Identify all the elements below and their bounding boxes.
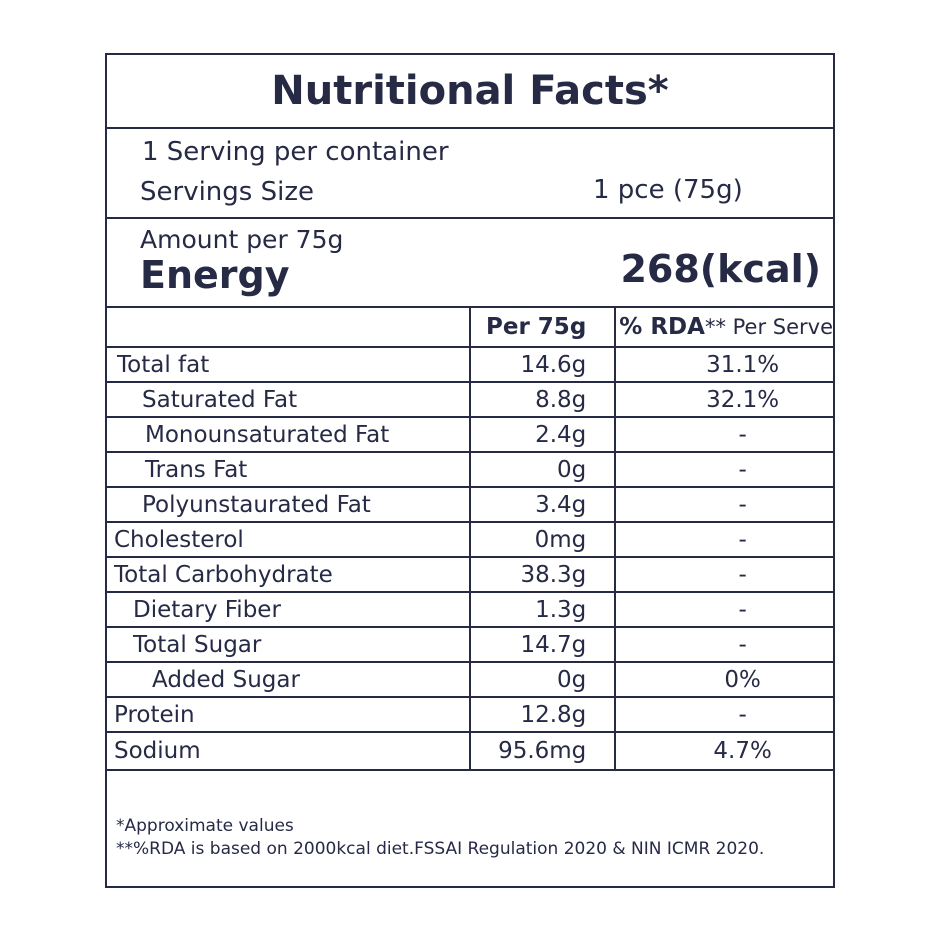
title-row: Nutritional Facts*: [107, 55, 833, 129]
table-row: Monounsaturated Fat 2.4g -: [107, 416, 833, 453]
nutrient-name: Polyunstaurated Fat: [107, 486, 471, 523]
nutrient-rda: -: [614, 521, 833, 558]
nutrient-rda: -: [614, 591, 833, 628]
header-nutrient: [107, 308, 471, 348]
nutrient-amount: 0g: [468, 451, 617, 488]
nutrient-rda: -: [614, 451, 833, 488]
nutrient-amount: 2.4g: [468, 416, 617, 453]
nutrient-name: Total Sugar: [107, 626, 471, 663]
table-row: Dietary Fiber 1.3g -: [107, 591, 833, 628]
serving-size-value: 1 pce (75g): [593, 175, 743, 205]
table-header-row: Per 75g % RDA** Per Serve: [107, 308, 833, 348]
table-row: Saturated Fat 8.8g 32.1%: [107, 381, 833, 418]
header-rda-rest: Per Serve: [725, 315, 833, 339]
serving-size-label: Servings Size: [140, 177, 314, 207]
nutrient-rda: -: [614, 416, 833, 453]
footnotes: *Approximate values **%RDA is based on 2…: [116, 815, 764, 861]
nutrition-facts-panel: Nutritional Facts* 1 Serving per contain…: [105, 53, 835, 888]
serving-section: 1 Serving per container Servings Size 1 …: [107, 129, 833, 219]
nutrient-name: Added Sugar: [107, 661, 471, 698]
nutrient-amount: 8.8g: [468, 381, 617, 418]
table-row: Total Carbohydrate 38.3g -: [107, 556, 833, 593]
header-rda-bold: % RDA: [619, 314, 705, 340]
table-row: Added Sugar 0g 0%: [107, 661, 833, 698]
energy-value: 268(kcal): [620, 247, 821, 291]
nutrient-rda: -: [614, 626, 833, 663]
nutrient-name: Protein: [107, 696, 471, 733]
servings-per-container: 1 Serving per container: [142, 137, 449, 167]
nutrient-amount: 95.6mg: [468, 731, 617, 771]
nutrient-name: Total Carbohydrate: [107, 556, 471, 593]
footnote-approximate: *Approximate values: [116, 816, 294, 836]
nutrient-amount: 1.3g: [468, 591, 617, 628]
header-per-75g: Per 75g: [468, 308, 617, 348]
table-row: Protein 12.8g -: [107, 696, 833, 733]
nutrient-rda: -: [614, 556, 833, 593]
nutrient-name: Saturated Fat: [107, 381, 471, 418]
nutrient-name: Sodium: [107, 731, 471, 771]
nutrient-amount: 0g: [468, 661, 617, 698]
table-row: Total fat 14.6g 31.1%: [107, 346, 833, 383]
table-row: Cholesterol 0mg -: [107, 521, 833, 558]
footnote-rda: **%RDA is based on 2000kcal diet.FSSAI R…: [116, 839, 765, 859]
nutrient-rda: -: [614, 696, 833, 733]
table-row: Sodium 95.6mg 4.7%: [107, 731, 833, 771]
nutrient-rda: 4.7%: [614, 731, 833, 771]
nutrient-amount: 0mg: [468, 521, 617, 558]
energy-section: Amount per 75g Energy 268(kcal): [107, 219, 833, 308]
energy-label: Energy: [140, 253, 290, 297]
table-row: Trans Fat 0g -: [107, 451, 833, 488]
header-rda: % RDA** Per Serve: [614, 308, 833, 348]
table-row: Polyunstaurated Fat 3.4g -: [107, 486, 833, 523]
nutrient-name: Cholesterol: [107, 521, 471, 558]
header-rda-stars: **: [704, 315, 726, 339]
nutrient-amount: 3.4g: [468, 486, 617, 523]
nutrient-rda: 0%: [614, 661, 833, 698]
nutrient-rda: 31.1%: [614, 346, 833, 383]
nutrient-amount: 38.3g: [468, 556, 617, 593]
page-title: Nutritional Facts*: [271, 68, 669, 114]
nutrient-rda: -: [614, 486, 833, 523]
nutrient-amount: 14.7g: [468, 626, 617, 663]
nutrient-name: Dietary Fiber: [107, 591, 471, 628]
amount-per-label: Amount per 75g: [140, 225, 344, 254]
nutrient-name: Total fat: [107, 346, 471, 383]
nutrient-rda: 32.1%: [614, 381, 833, 418]
nutrient-name: Monounsaturated Fat: [107, 416, 471, 453]
table-row: Total Sugar 14.7g -: [107, 626, 833, 663]
nutrient-amount: 14.6g: [468, 346, 617, 383]
nutrients-table: Per 75g % RDA** Per Serve Total fat 14.6…: [107, 308, 833, 771]
nutrient-name: Trans Fat: [107, 451, 471, 488]
nutrient-amount: 12.8g: [468, 696, 617, 733]
